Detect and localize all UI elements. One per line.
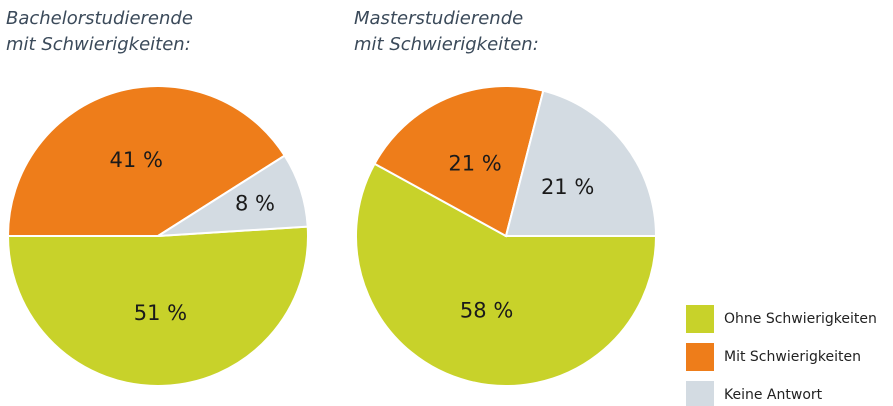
chart-title: Masterstudierende (354, 8, 523, 29)
value-label: 41 % (110, 148, 163, 172)
pie-slice (6, 225, 309, 387)
pie-slice (355, 162, 658, 387)
chart-title: Bachelorstudierende (6, 8, 193, 29)
value-label: 8 % (235, 191, 275, 215)
pie-slice (373, 85, 545, 238)
chart-title: mit Schwierigkeiten: (6, 34, 191, 55)
chart-title: mit Schwierigkeiten: (354, 34, 539, 55)
legend-swatch (686, 343, 714, 371)
value-label: 21 % (448, 151, 501, 175)
legend-swatch (686, 305, 714, 333)
value-label: 21 % (541, 175, 594, 199)
legend-label: Ohne Schwierigkeiten (724, 311, 877, 327)
legend-label: Mit Schwierigkeiten (724, 349, 861, 365)
pie-slice (157, 154, 309, 237)
value-label: 58 % (460, 299, 513, 323)
value-label: 51 % (134, 301, 187, 325)
legend-label: Keine Antwort (724, 387, 823, 403)
legend-swatch (686, 381, 714, 406)
pie-slice (504, 89, 658, 237)
